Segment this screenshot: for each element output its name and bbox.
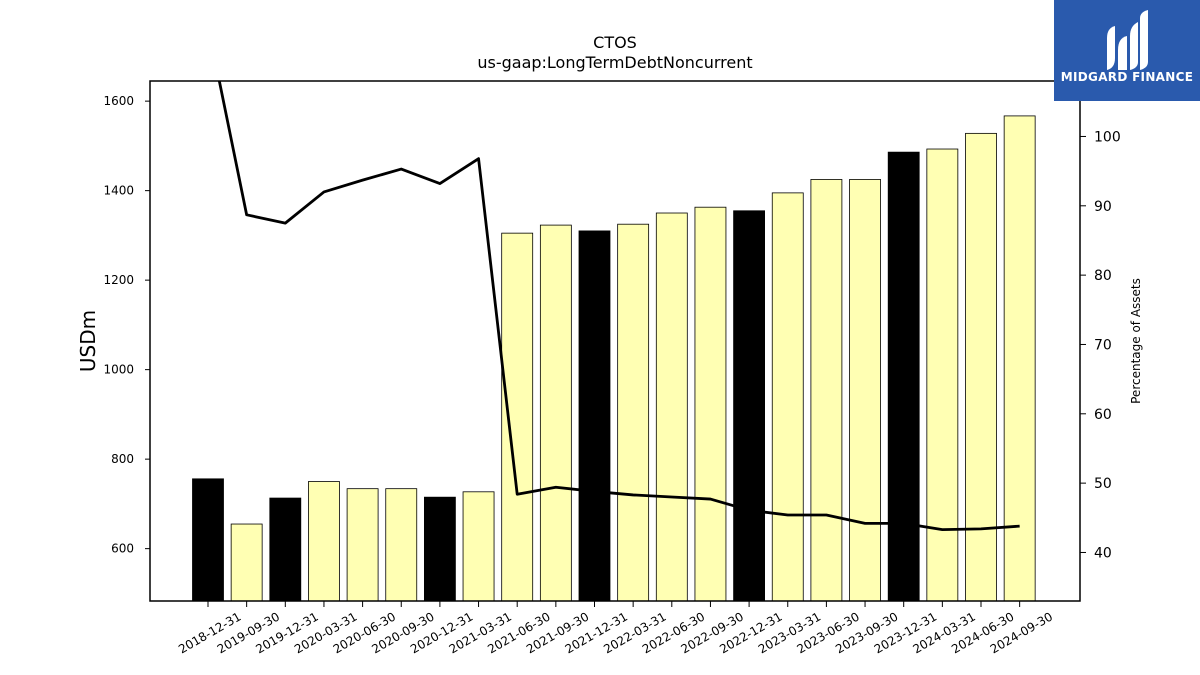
bar-2019-09-30 — [230, 523, 263, 602]
bar-2021-06-30 — [501, 232, 534, 602]
bar-2021-09-30 — [539, 224, 572, 602]
midgard-finance-logo-icon — [1107, 10, 1148, 70]
bar-2020-06-30 — [346, 488, 379, 602]
y2-tick-label-40: 40 — [1094, 545, 1112, 561]
y-axis-left: 600 800 1000 1200 1400 1600 — [103, 94, 150, 556]
bar-2022-03-31 — [617, 223, 650, 602]
bar-2023-06-30 — [810, 179, 843, 602]
y-tick-label-800: 800 — [111, 452, 134, 466]
bar-2020-12-31 — [423, 496, 456, 602]
y-tick-label-1400: 1400 — [103, 184, 134, 198]
bars-layer — [192, 115, 1036, 602]
bar-2024-03-31 — [926, 148, 959, 602]
bar-2021-12-31 — [578, 230, 611, 602]
brand-logo: MIDGARD FINANCE — [1054, 0, 1200, 101]
bar-2021-03-31 — [462, 491, 495, 602]
y-tick-label-1200: 1200 — [103, 273, 134, 287]
line-layer — [217, 81, 1020, 531]
bar-2024-06-30 — [965, 132, 997, 602]
bar-2020-09-30 — [385, 488, 418, 602]
bar-2022-06-30 — [655, 212, 688, 602]
y-axis-label: USDm — [76, 310, 100, 372]
y2-tick-label-100: 100 — [1094, 129, 1121, 145]
y2-tick-label-80: 80 — [1094, 268, 1112, 284]
bar-2022-12-31 — [733, 210, 765, 602]
chart-title: CTOS — [593, 33, 637, 52]
percentage-line — [217, 81, 1020, 531]
x-axis: 2018-12-312019-09-302019-12-312020-03-31… — [176, 601, 1055, 656]
chart-subtitle: us-gaap:LongTermDebtNoncurrent — [477, 53, 752, 72]
bar-2023-12-31 — [887, 151, 920, 602]
y-tick-label-600: 600 — [111, 542, 134, 556]
y-tick-label-1000: 1000 — [103, 363, 134, 377]
bar-2024-09-30 — [1003, 115, 1036, 602]
y-tick-label-1600: 1600 — [103, 94, 134, 108]
bar-2020-03-31 — [308, 481, 340, 602]
bar-2018-12-31 — [192, 478, 224, 602]
y-axis-right: 40 50 60 70 80 90 100 — [1080, 129, 1121, 561]
brand-name: MIDGARD FINANCE — [1061, 70, 1193, 84]
y2-tick-label-50: 50 — [1094, 476, 1112, 492]
plot-frame — [149, 80, 1081, 602]
y2-tick-label-90: 90 — [1094, 199, 1112, 215]
bar-2022-09-30 — [694, 206, 727, 602]
bar-2023-09-30 — [849, 179, 881, 602]
y2-tick-label-70: 70 — [1094, 337, 1112, 353]
bar-2023-03-31 — [771, 192, 804, 602]
y2-tick-label-60: 60 — [1094, 407, 1112, 423]
bar-2019-12-31 — [269, 497, 302, 602]
y2-axis-label: Percentage of Assets — [1129, 278, 1143, 404]
